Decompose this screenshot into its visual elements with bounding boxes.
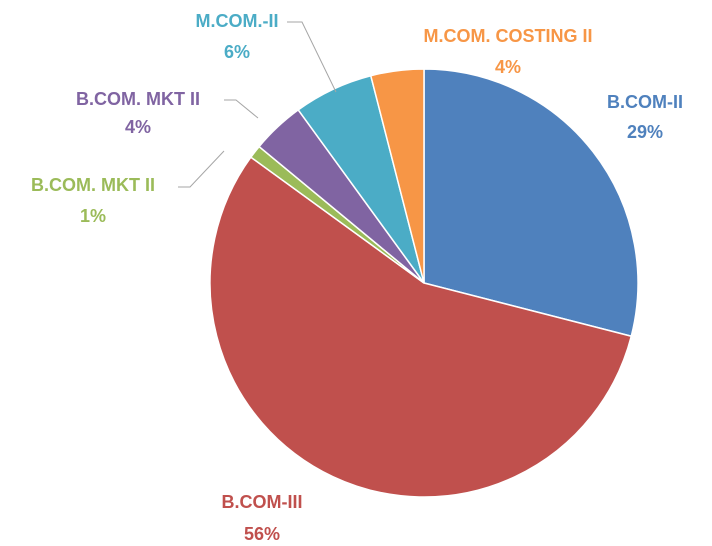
leader-line: [287, 21, 337, 93]
slice-label: B.COM. MKT II: [76, 89, 200, 109]
slice-label: B.COM-III: [222, 492, 303, 512]
slice-label: M.COM.-II: [196, 11, 279, 31]
slice-value-label: 4%: [125, 117, 151, 137]
slice-value-label: 29%: [627, 122, 663, 142]
pie-slice: [423, 68, 639, 338]
slice-label: B.COM. MKT II: [31, 175, 155, 195]
leader-line: [224, 99, 259, 119]
leader-line: [178, 150, 225, 188]
slice-label: B.COM-II: [607, 92, 683, 112]
slice-label: M.COM. COSTING II: [424, 26, 593, 46]
slice-value-label: 6%: [224, 42, 250, 62]
slice-value-label: 1%: [80, 206, 106, 226]
pie-slice: [369, 68, 425, 284]
slice-value-label: 4%: [495, 57, 521, 77]
slice-value-label: 56%: [244, 524, 280, 544]
pie-slice: [209, 156, 633, 498]
